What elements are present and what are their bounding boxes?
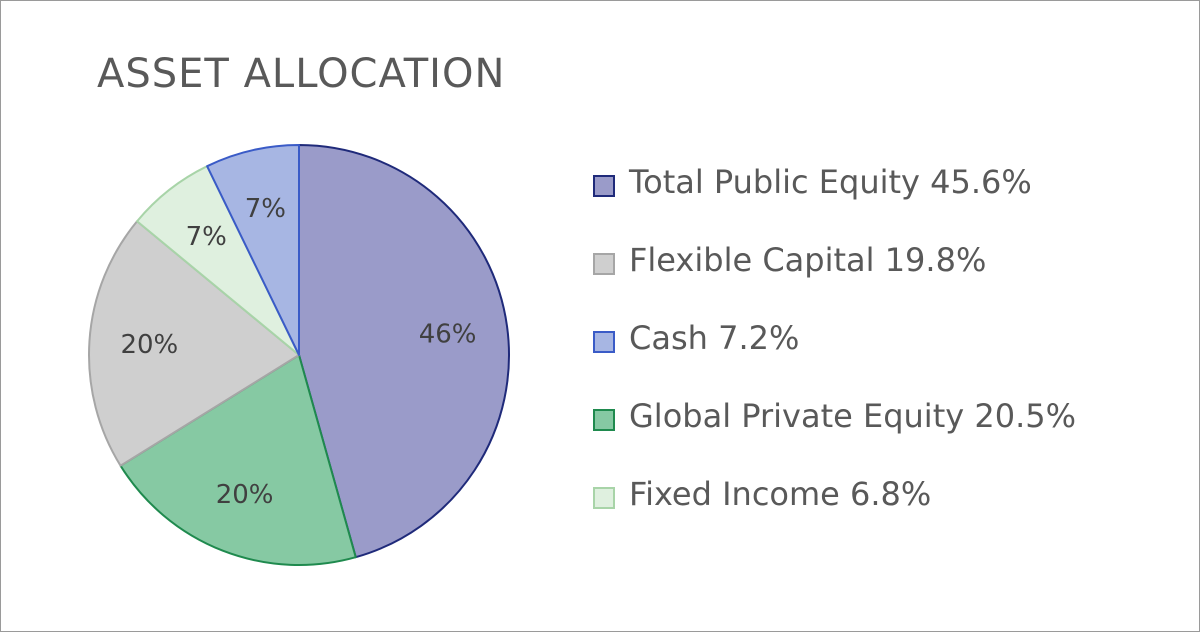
legend-label-flexible-capital: Flexible Capital 19.8% <box>629 241 987 279</box>
legend-swatch-cash <box>593 331 615 353</box>
chart-title: ASSET ALLOCATION <box>97 51 506 97</box>
legend-label-global-private-equity: Global Private Equity 20.5% <box>629 397 1076 435</box>
legend-swatch-global-private-equity <box>593 409 615 431</box>
pie-slice-global-private-equity <box>119 354 357 566</box>
legend-label-cash: Cash 7.2% <box>629 319 800 357</box>
pie-chart: 46% 20% 20% 7% 7% <box>88 144 510 566</box>
legend-swatch-flexible-capital <box>593 253 615 275</box>
pie-label-cash: 7% <box>245 194 286 224</box>
legend-label-total-public-equity: Total Public Equity 45.6% <box>629 163 1032 201</box>
legend-swatch-fixed-income <box>593 487 615 509</box>
pie-label-fixed-income: 7% <box>186 222 227 252</box>
pie-label-flexible-capital: 20% <box>120 330 178 360</box>
legend-label-fixed-income: Fixed Income 6.8% <box>629 475 932 513</box>
pie-slice-total-public-equity <box>298 144 510 559</box>
pie-slice-flexible-capital <box>88 220 300 467</box>
legend-swatch-total-public-equity <box>593 175 615 197</box>
pie-label-global-private-equity: 20% <box>216 480 274 510</box>
pie-slice-cash <box>206 144 300 356</box>
pie-label-total-public-equity: 46% <box>419 320 477 350</box>
